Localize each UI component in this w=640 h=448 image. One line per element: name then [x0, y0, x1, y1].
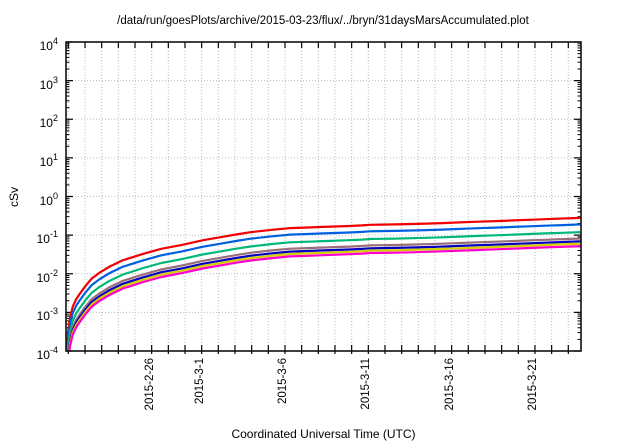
x-tick-label: 2015-2-26 [143, 358, 156, 411]
series-line-red-curve [66, 216, 581, 351]
y-tick-label: 10-3 [36, 306, 58, 324]
chart-title: /data/run/goesPlots/archive/2015-03-23/f… [117, 15, 529, 27]
series-line-navy-curve [67, 240, 581, 351]
y-tick-label: 100 [39, 190, 58, 208]
x-tick-label: 2015-3-11 [360, 358, 373, 410]
series-line-magenta-curve [68, 245, 581, 351]
y-tick-label: 104 [39, 36, 58, 53]
y-tick-label: 10-4 [36, 345, 58, 362]
series-line-blue-curve [66, 223, 581, 351]
y-tick-label: 10-2 [36, 267, 58, 285]
y-tick-label: 10-1 [36, 229, 58, 247]
x-tick-label: 2015-3-6 [276, 358, 289, 405]
x-axis-title: Coordinated Universal Time (UTC) [231, 427, 416, 441]
plot-border [65, 41, 582, 352]
series-line-yellow-curve [67, 242, 581, 351]
series-group [66, 216, 581, 351]
x-tick-label: 2015-3-1 [193, 358, 206, 405]
y-tick-label: 101 [39, 151, 58, 169]
y-tick-label: 103 [39, 74, 58, 92]
x-tick-label: 2015-3-21 [526, 358, 539, 411]
series-line-green-curve [66, 231, 581, 351]
series-line-brown-curve [67, 237, 581, 351]
y-tick-label: 102 [39, 113, 58, 131]
x-tick-label: 2015-3-16 [443, 358, 456, 411]
